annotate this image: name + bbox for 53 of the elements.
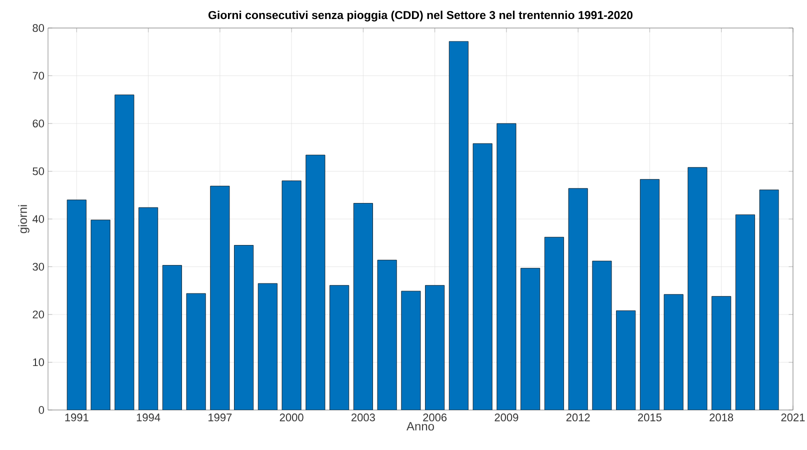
bar (664, 294, 684, 410)
bar (544, 236, 564, 410)
bar (472, 143, 492, 410)
bar (66, 200, 86, 410)
x-tick-label: 2006 (423, 414, 447, 422)
bar (568, 188, 588, 410)
bar (162, 265, 182, 410)
x-tick-label: 2012 (566, 414, 590, 422)
bar (616, 310, 636, 410)
bar (688, 167, 708, 410)
bar (640, 179, 660, 410)
chart-title: Giorni consecutivi senza pioggia (CDD) nel Settore 3 nel trentennio 1991-2020 (208, 10, 632, 22)
y-tick-label: 10 (33, 358, 44, 366)
y-axis-title: giorni (18, 205, 30, 234)
x-tick-label: 2003 (352, 414, 375, 422)
bar (234, 245, 254, 410)
bar (712, 296, 732, 410)
bar (496, 123, 516, 410)
bar (114, 94, 134, 410)
bar (425, 285, 445, 410)
bar (186, 293, 206, 410)
y-tick-label: 60 (32, 120, 44, 128)
x-tick-label: 2018 (710, 414, 734, 422)
y-tick-label: 0 (38, 406, 44, 414)
y-tick-label: 80 (32, 24, 44, 32)
bar (592, 260, 612, 410)
bar (759, 190, 779, 410)
y-tick-label: 30 (32, 262, 44, 271)
x-tick-label: 1994 (136, 414, 160, 422)
bar (138, 207, 158, 410)
x-tick-label: 1991 (65, 414, 88, 422)
bar (377, 260, 397, 410)
bar (735, 214, 755, 410)
bar (353, 203, 373, 410)
x-tick-label: 2009 (494, 414, 518, 422)
x-axis-title: Anno (406, 422, 434, 431)
x-tick-label: 1997 (208, 414, 232, 422)
bar (90, 220, 110, 410)
bar (282, 180, 302, 410)
y-tick-label: 20 (32, 310, 44, 318)
x-tick-label: 2000 (280, 414, 304, 422)
x-tick-label: 2015 (638, 414, 662, 422)
y-tick-label: 50 (32, 167, 44, 176)
bar (258, 283, 278, 410)
y-tick-label: 70 (32, 72, 44, 80)
bar (448, 41, 468, 410)
bar (520, 268, 540, 410)
bar (210, 186, 230, 410)
bar (306, 154, 326, 410)
x-tick-label: 2021 (781, 414, 805, 422)
bar (330, 285, 350, 410)
y-tick-label: 40 (32, 215, 44, 223)
bar (401, 290, 421, 410)
